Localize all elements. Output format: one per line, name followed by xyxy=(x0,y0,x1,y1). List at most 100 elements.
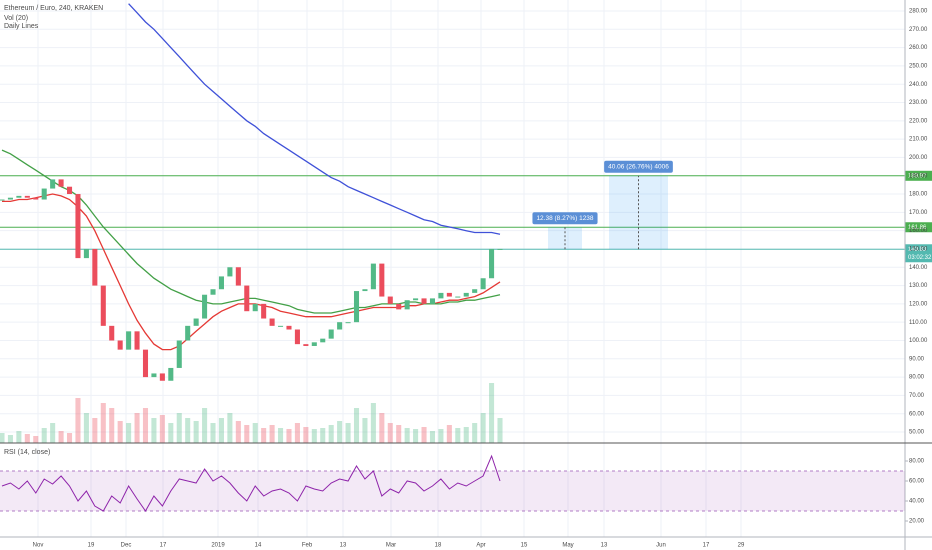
volume-bar xyxy=(261,428,267,443)
volume-bar xyxy=(235,421,241,443)
volume-bar xyxy=(126,423,132,443)
measure-box xyxy=(548,227,582,250)
x-tick-label: Jun xyxy=(656,543,666,549)
candle xyxy=(210,289,216,295)
volume-bar xyxy=(429,431,436,443)
volume-bar xyxy=(58,431,64,443)
level-label: 189.97 xyxy=(908,173,927,179)
candle xyxy=(252,303,258,312)
candle xyxy=(278,325,284,327)
volume-bar xyxy=(337,421,343,443)
candle xyxy=(497,248,503,250)
volume-bar xyxy=(92,418,98,443)
volume-bar xyxy=(151,418,157,443)
candle xyxy=(370,263,376,290)
volume-bar xyxy=(345,423,351,443)
measure-label-bg xyxy=(532,212,598,225)
level-label: 161.86 xyxy=(908,225,927,231)
rsi-tick-label: 80.00 xyxy=(909,459,925,465)
x-tick-label: Nov xyxy=(33,543,44,549)
countdown-label: 03:02:32 xyxy=(908,255,932,261)
rsi-line xyxy=(1,454,501,512)
x-tick-label: Dec xyxy=(121,543,132,549)
x-tick-label: May xyxy=(562,543,573,549)
y-tick-label: 180.00 xyxy=(909,192,928,198)
volume-bar xyxy=(210,423,216,443)
rsi-tick-label: 60.00 xyxy=(909,479,925,485)
y-tick-label: 280.00 xyxy=(909,9,928,15)
candle xyxy=(58,179,64,187)
volume-bar xyxy=(480,413,486,443)
y-tick-label: 120.00 xyxy=(909,301,928,307)
volume-bar xyxy=(269,425,275,443)
y-tick-label: 140.00 xyxy=(909,265,928,271)
volume-bar xyxy=(294,423,300,443)
candle xyxy=(0,199,5,201)
y-tick-label: 160.00 xyxy=(909,228,928,234)
candle xyxy=(100,285,106,326)
candle xyxy=(66,186,73,195)
candle xyxy=(134,331,140,350)
candle xyxy=(438,292,444,299)
volume-bar xyxy=(438,429,444,443)
x-tick-label: 14 xyxy=(255,543,262,549)
x-tick-label: 19 xyxy=(88,543,95,549)
x-tick-label: Mar xyxy=(386,543,396,549)
x-tick-label: 13 xyxy=(340,543,347,549)
candle xyxy=(50,179,56,189)
y-tick-label: 90.00 xyxy=(909,356,925,362)
moving-average-line xyxy=(128,3,501,235)
y-tick-label: 110.00 xyxy=(909,320,928,326)
volume-bar xyxy=(168,423,174,443)
volume-bar xyxy=(252,423,258,443)
candle xyxy=(396,303,402,310)
volume-bar xyxy=(109,408,115,443)
indicator-label: Vol (20) xyxy=(4,15,28,22)
candle xyxy=(480,278,486,290)
measure-label: 12.38 (8.27%) 1238 xyxy=(536,215,593,222)
candle xyxy=(235,267,241,286)
volume-bar xyxy=(404,428,410,443)
y-tick-label: 200.00 xyxy=(909,155,928,161)
volume-bar xyxy=(328,425,334,443)
volume-bar xyxy=(303,427,309,443)
candle xyxy=(151,373,157,378)
x-tick-label: 29 xyxy=(738,543,745,549)
candle xyxy=(168,367,174,381)
y-tick-label: 210.00 xyxy=(909,137,928,143)
volume-bar xyxy=(227,413,233,443)
y-tick-label: 150.00 xyxy=(909,247,928,253)
candle xyxy=(337,322,343,330)
moving-average-line xyxy=(1,149,501,314)
candle xyxy=(33,197,39,200)
volume-bar xyxy=(33,436,39,443)
candle xyxy=(41,188,47,200)
volume-bar xyxy=(202,408,208,443)
candle xyxy=(463,292,469,297)
volume-bar xyxy=(446,425,452,443)
measure-label-bg xyxy=(604,160,673,173)
x-tick-label: 17 xyxy=(703,543,710,549)
volume-bar xyxy=(66,433,73,443)
volume-bar xyxy=(83,413,89,443)
candle xyxy=(218,276,224,290)
volume-bar xyxy=(50,423,56,443)
y-tick-label: 130.00 xyxy=(909,283,928,289)
candle xyxy=(142,349,149,378)
volume-bar xyxy=(218,418,224,443)
rsi-tick-label: 40.00 xyxy=(909,499,925,505)
candle xyxy=(413,298,419,301)
rsi-title: RSI (14, close) xyxy=(4,449,50,456)
volume-bar xyxy=(159,415,165,443)
y-tick-label: 240.00 xyxy=(909,82,928,88)
candle xyxy=(16,195,22,198)
volume-bar xyxy=(497,418,503,443)
volume-bar xyxy=(193,421,199,443)
candle xyxy=(353,291,360,323)
candle xyxy=(387,296,393,304)
volume-bar xyxy=(370,403,376,443)
x-tick-label: 18 xyxy=(435,543,442,549)
candle xyxy=(472,289,478,293)
volume-bar xyxy=(455,428,461,443)
candle xyxy=(269,318,275,326)
